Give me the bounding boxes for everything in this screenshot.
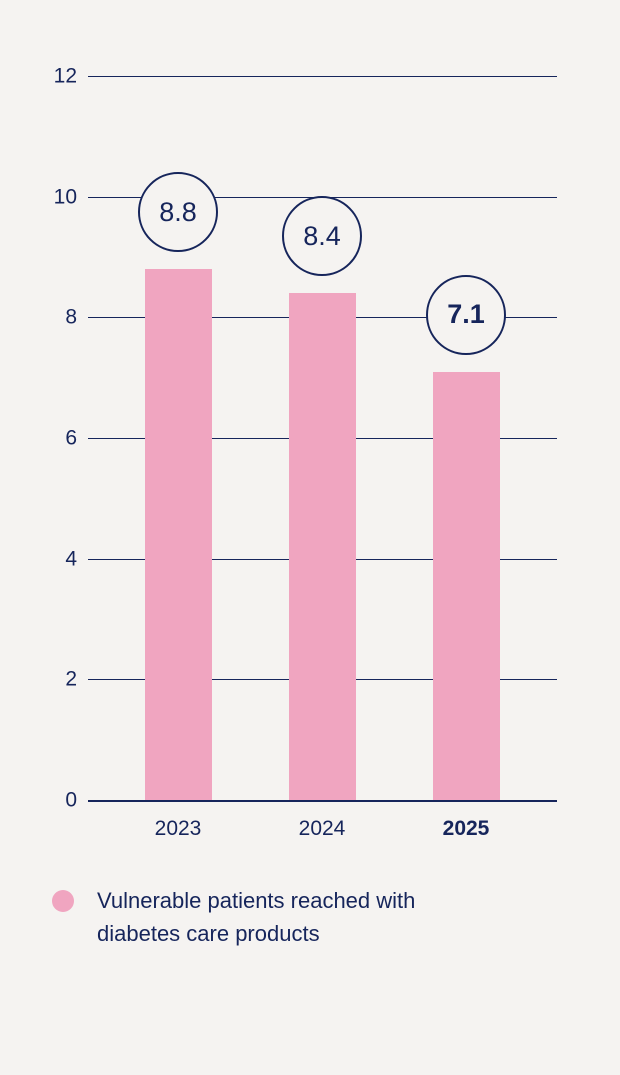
y-axis-tick-label-6: 6 [65,426,77,450]
y-axis-tick-label-2: 2 [65,667,77,691]
bar-2024 [288,293,356,800]
gridline-0 [88,800,557,802]
gridline-12 [88,76,557,77]
category-label-2024: 2024 [298,817,346,840]
category-label-2023: 2023 [154,817,202,840]
y-axis-tick-label-8: 8 [65,305,77,329]
bar-2023 [144,269,212,800]
category-label-2025: 2025 [442,817,490,840]
legend-label: Vulnerable patients reached with diabete… [97,888,416,946]
y-axis-tick-label-12: 12 [53,64,77,88]
y-axis-tick-label-0: 0 [65,788,77,812]
y-axis-tick-label-10: 10 [53,185,77,209]
legend: Vulnerable patients reached with diabete… [52,884,465,950]
legend-marker-dot [52,890,74,912]
value-bubble-2023: 8.8 [138,172,218,253]
value-bubble-2025: 7.1 [426,274,506,355]
bar-2025 [432,371,500,800]
value-bubble-2024: 8.4 [282,196,362,277]
y-axis-tick-label-4: 4 [65,547,77,571]
